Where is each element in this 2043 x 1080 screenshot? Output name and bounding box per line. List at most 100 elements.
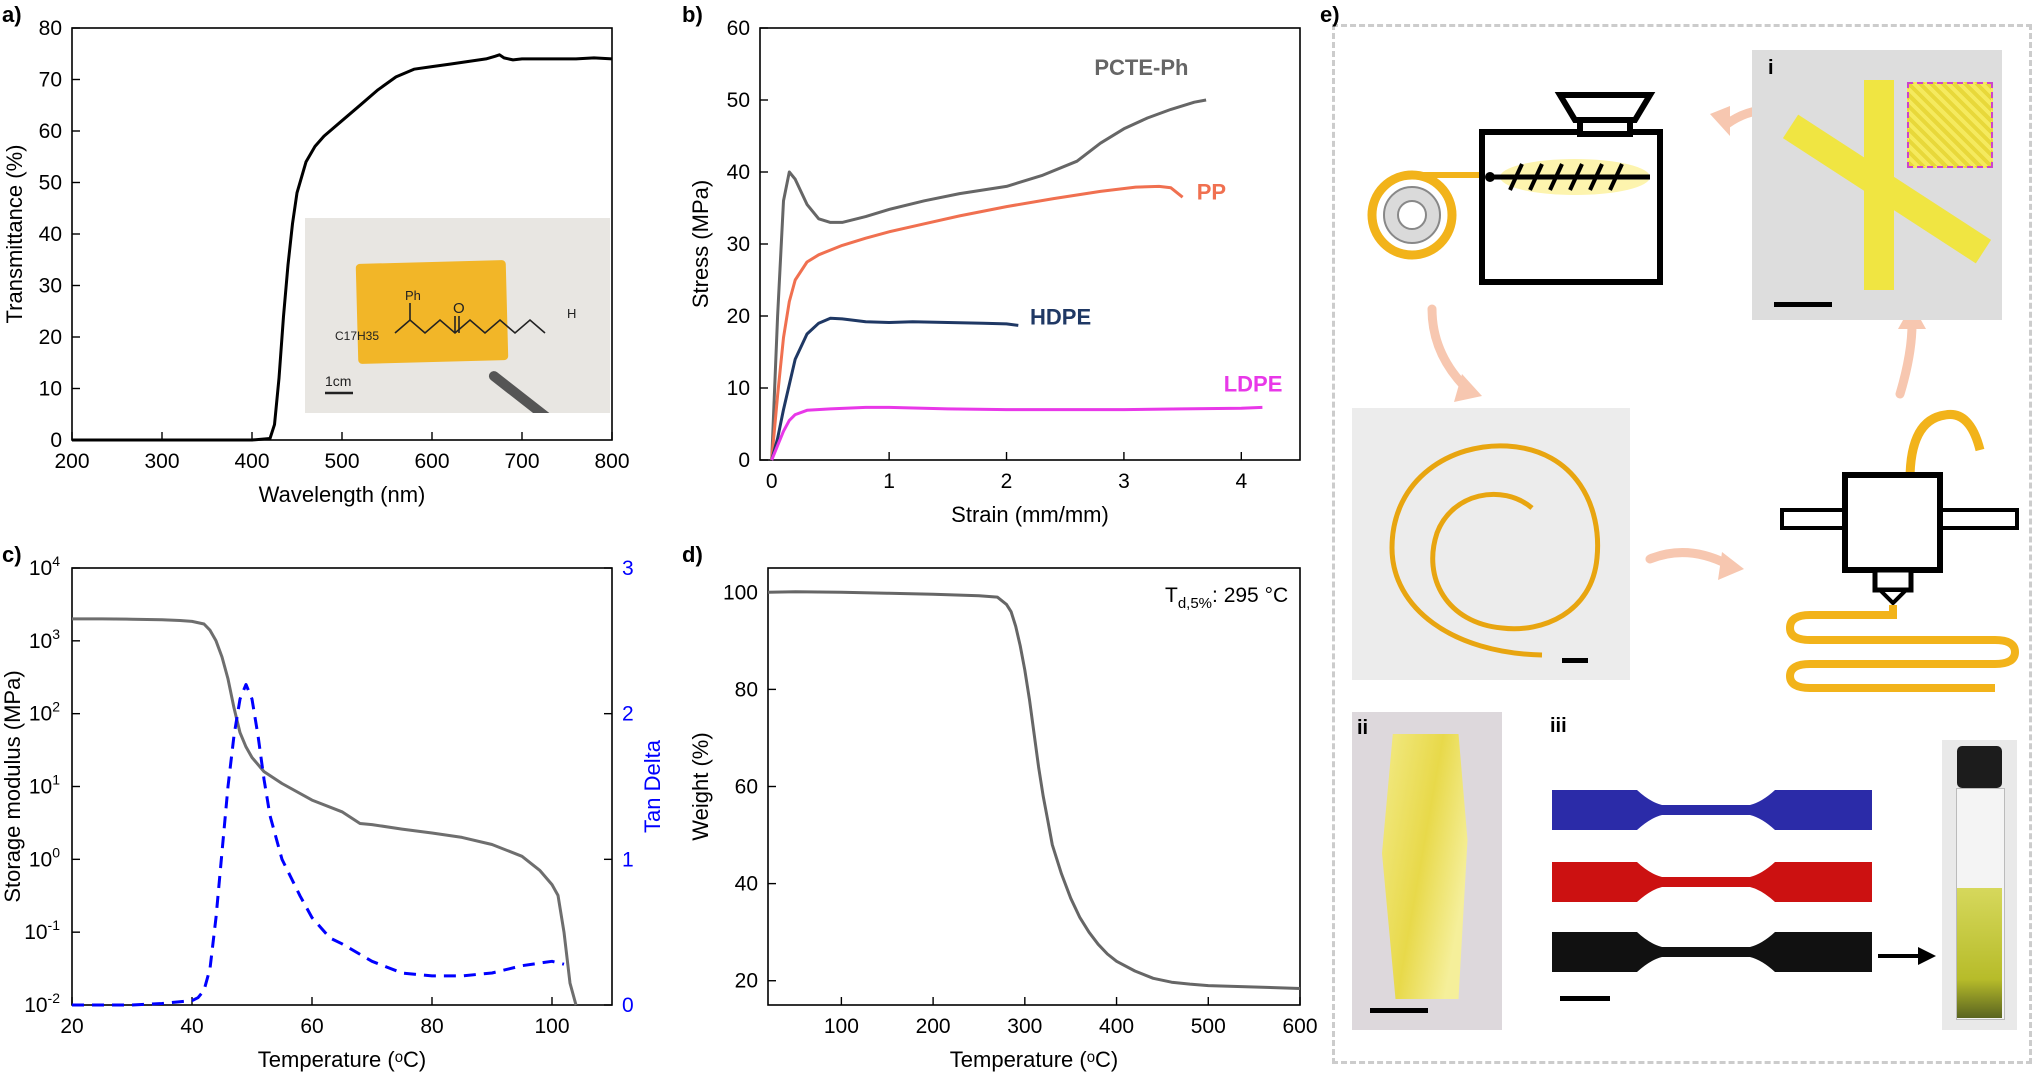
- film-photo-inset: O Ph H C17H35 1cm: [305, 218, 610, 413]
- x-tick-label: 600: [414, 450, 449, 473]
- x-tick-label: 300: [1007, 1015, 1042, 1038]
- x-tick-label: 100: [824, 1015, 859, 1038]
- y-tick-label: 20: [735, 970, 758, 993]
- y2-axis-label: Tan Delta: [640, 739, 665, 833]
- inset-scale-label: 1cm: [325, 373, 351, 389]
- series-label-pcte-ph: PCTE-Ph: [1094, 55, 1188, 80]
- series-label-pp: PP: [1197, 179, 1226, 204]
- inset-chain-label: C17H35: [335, 329, 379, 343]
- y-tick-label: 104: [29, 553, 60, 580]
- x-tick-label: 1: [883, 470, 895, 493]
- panel-label-e: e): [1320, 2, 1340, 27]
- x-tick-label: 20: [60, 1015, 83, 1038]
- plot-frame: [767, 567, 1301, 1006]
- series-label-hdpe: HDPE: [1030, 305, 1091, 330]
- y-tick-label: 20: [39, 326, 62, 349]
- y-tick-label: 102: [29, 699, 60, 726]
- svg-text:O: O: [453, 300, 465, 317]
- y2-tick-label: 2: [622, 703, 634, 726]
- y-axis-label: Storage modulus (MPa): [0, 670, 25, 902]
- y-tick-label: 30: [727, 233, 750, 256]
- x-tick-label: 80: [420, 1015, 443, 1038]
- x-tick-label: 500: [324, 450, 359, 473]
- series-line-0: [72, 617, 578, 1006]
- panel-a-chart: 200 300 400 500 600 700 800 0 10 20 30 40 50 60 70 80 Wa…: [2, 2, 630, 507]
- y-tick-label: 30: [39, 275, 62, 298]
- extruder-schematic: [1367, 92, 1663, 285]
- y-tick-label: 10-2: [24, 990, 60, 1017]
- y-tick-label: 80: [735, 678, 758, 701]
- x-axis-label: Temperature (ᵒC): [258, 1047, 426, 1072]
- dissolve-arrow-icon: [1878, 947, 1936, 965]
- y-tick-label: 60: [727, 17, 750, 40]
- x-tick-label: 500: [1191, 1015, 1226, 1038]
- series-line-pcte-ph: [770, 98, 1207, 461]
- x-tick-label: 700: [504, 450, 539, 473]
- chemical-structure: O Ph H C17H35 1cm: [325, 288, 576, 395]
- y-tick-label: 20: [727, 305, 750, 328]
- inset-end-label: H: [567, 306, 576, 321]
- twisted-vase-photo: ii: [1352, 712, 1502, 1030]
- y2-tick-label: 3: [622, 557, 634, 580]
- y-tick-label: 60: [39, 120, 62, 143]
- y-tick-label: 80: [39, 17, 62, 40]
- panel-label-d: d): [682, 542, 703, 567]
- x-tick-label: 4: [1235, 470, 1247, 493]
- y-tick-label: 0: [738, 449, 750, 472]
- y-tick-label: 0: [50, 429, 62, 452]
- x-axis-label: Wavelength (nm): [259, 482, 426, 507]
- y-tick-label: 40: [39, 223, 62, 246]
- y2-tick-label: 0: [622, 994, 634, 1017]
- x-tick-label: 300: [144, 450, 179, 473]
- label-iii: iii: [1550, 715, 1567, 737]
- dissolved-solution-vial-photo: [1942, 740, 2017, 1030]
- panel-d-chart: 100 200 300 400 500 600 20 40 60 80 100 Temperature…: [682, 542, 1318, 1072]
- series-label-ldpe: LDPE: [1224, 372, 1283, 397]
- x-tick-label: 0: [766, 470, 778, 493]
- x-tick-label: 200: [54, 450, 89, 473]
- x-axis-label: Temperature (ᵒC): [950, 1047, 1118, 1072]
- label-ii: ii: [1357, 717, 1368, 739]
- y-tick-label: 100: [723, 581, 758, 604]
- panel-label-a: a): [2, 2, 22, 27]
- y-tick-label: 70: [39, 69, 62, 92]
- x-tick-label: 60: [300, 1015, 323, 1038]
- printed-dogbone-photo: i: [1752, 50, 2002, 320]
- x-tick-label: 800: [594, 450, 629, 473]
- y-tick-label: 40: [727, 161, 750, 184]
- vase-shape: [1382, 734, 1468, 999]
- printer-schematic: [1780, 409, 2020, 692]
- filament-spiral-photo: [1352, 408, 1630, 680]
- y-tick-label: 100: [29, 844, 60, 871]
- x-tick-label: 400: [234, 450, 269, 473]
- x-tick-label: 600: [1282, 1015, 1317, 1038]
- panel-e: [1332, 24, 2032, 1064]
- label-i: i: [1768, 57, 1774, 79]
- y-tick-label: 10: [727, 377, 750, 400]
- series-line-1: [72, 683, 565, 1007]
- x-tick-label: 2: [1001, 470, 1013, 493]
- y-axis-label: Stress (MPa): [688, 180, 713, 308]
- x-tick-label: 200: [916, 1015, 951, 1038]
- x-tick-label: 3: [1118, 470, 1130, 493]
- plot-frame: [71, 567, 613, 1006]
- texture-inset: [1907, 82, 1993, 168]
- y-tick-label: 60: [735, 776, 758, 799]
- inset-ph-label: Ph: [405, 288, 421, 303]
- yellow-solution: [1957, 888, 2002, 1018]
- series-line-hdpe: [770, 316, 1019, 461]
- y-axis-label: Weight (%): [688, 732, 713, 840]
- series-line-pp: [770, 184, 1184, 461]
- y-tick-label: 101: [29, 772, 60, 799]
- y-axis-label: Transmittance (%): [2, 145, 27, 324]
- y2-tick-label: 1: [622, 848, 634, 871]
- panel-label-b: b): [682, 2, 703, 27]
- x-tick-label: 40: [180, 1015, 203, 1038]
- panel-e-label: e): [1320, 2, 1340, 27]
- x-tick-label: 400: [1099, 1015, 1134, 1038]
- plot-frame: [759, 27, 1301, 461]
- y-tick-label: 10-1: [24, 917, 60, 944]
- panel-label-c: c): [2, 542, 22, 567]
